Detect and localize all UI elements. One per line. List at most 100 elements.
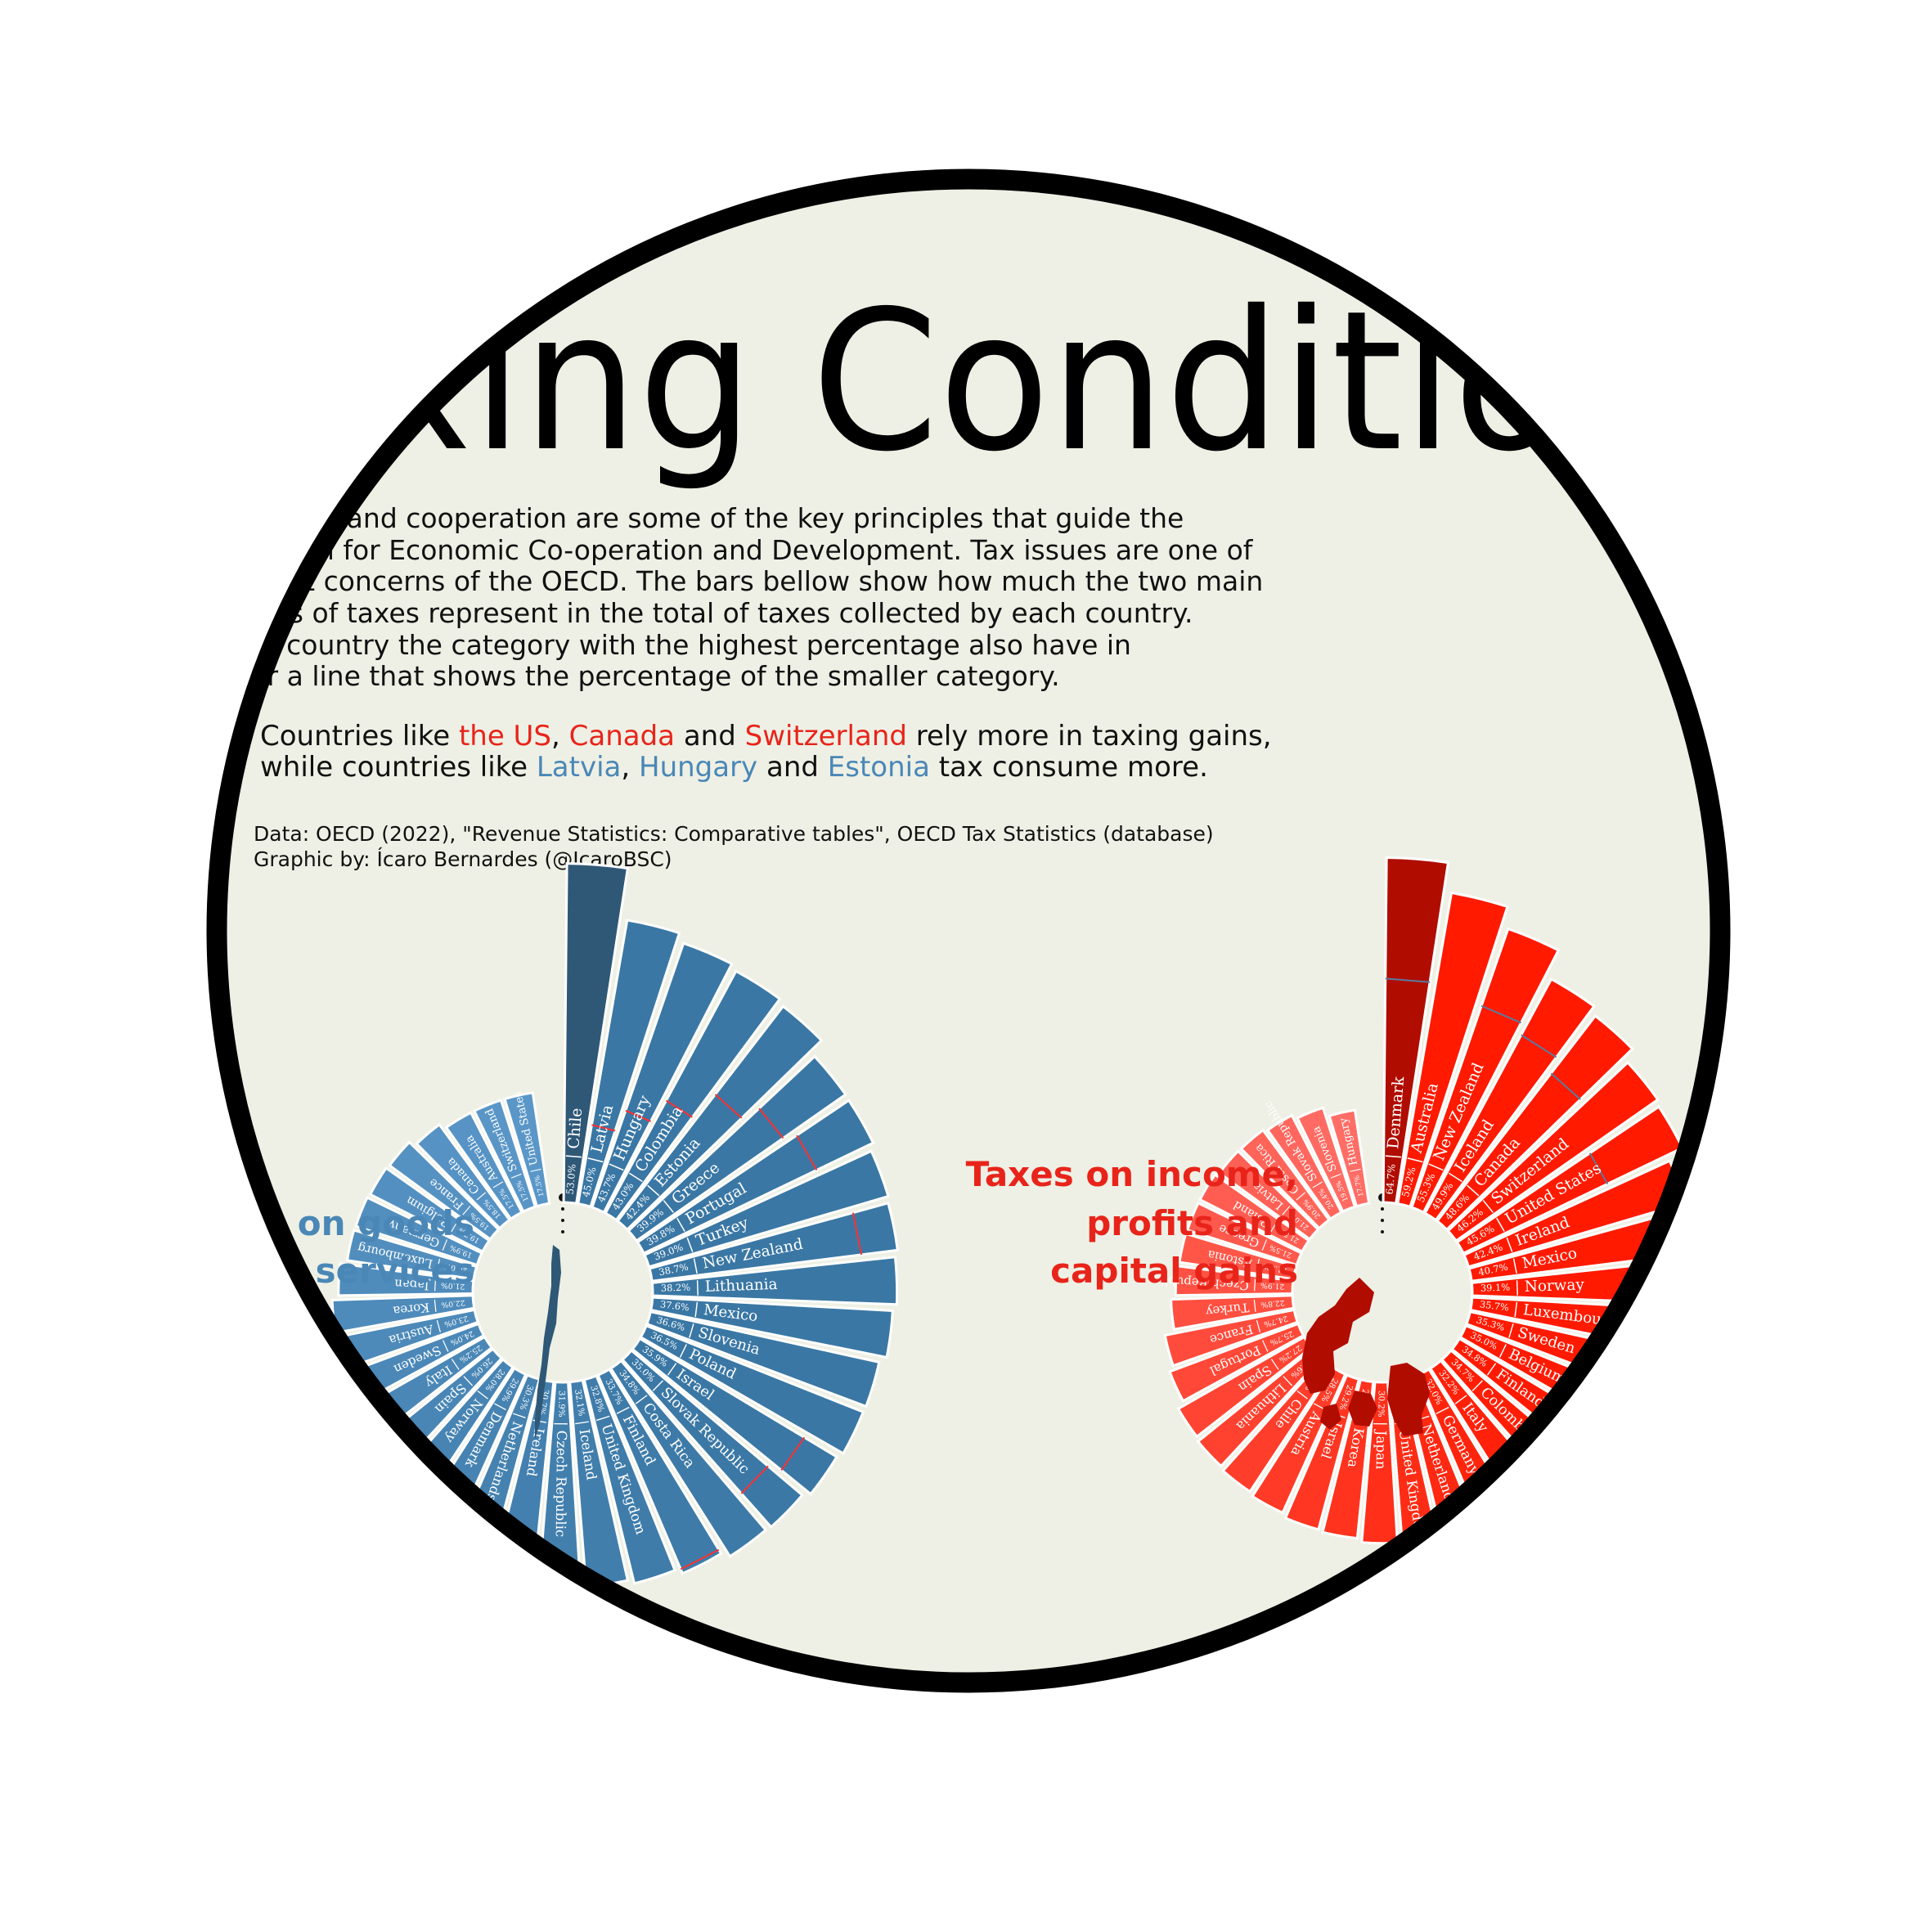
highlight-line-2: while countries like Latvia, Hungary and… — [260, 751, 1208, 784]
bar-value-label: 30.2% — [1376, 1391, 1386, 1418]
highlight-text: rely more in taxing gains, — [907, 720, 1272, 753]
highlight-text: and — [675, 720, 745, 753]
radial-bar — [582, 1374, 677, 1585]
radial-bar — [645, 1310, 881, 1409]
goods-services-title-line: and services — [231, 1251, 474, 1291]
bar-country-label: | Norway — [1510, 1276, 1585, 1296]
highlight-blue-country: Latvia — [537, 751, 622, 784]
radial-bar — [1265, 1113, 1343, 1221]
source-line: Data: OECD (2022), "Revenue Statistics: … — [254, 822, 1214, 846]
bar-country-label: | Japan — [1373, 1418, 1390, 1470]
bar-value-label: 39.1% — [1480, 1282, 1511, 1294]
radial-bar — [1170, 1294, 1296, 1331]
highlight-text: and — [757, 751, 828, 784]
bar-value-label: 21.9% — [1260, 1281, 1285, 1292]
comparison-marker — [851, 1212, 863, 1256]
page-title: Taxing Conditions — [171, 269, 1775, 494]
radial-bar — [1396, 891, 1509, 1209]
bar-value-label: 22.8% — [1260, 1298, 1286, 1310]
chart-leader-dot — [1381, 1230, 1384, 1233]
highlight-red-country: Switzerland — [745, 720, 907, 753]
radial-bar — [1296, 1106, 1357, 1214]
radial-bar — [1198, 1173, 1311, 1254]
comparison-marker — [1480, 1004, 1521, 1024]
highlight-paragraph: Countries like the US, Canada and Switze… — [260, 720, 1272, 784]
radial-bar — [415, 1122, 511, 1230]
radial-bar — [639, 1323, 865, 1455]
chart-leader-dot — [561, 1219, 564, 1222]
highlight-text: tax consume more. — [930, 751, 1208, 784]
radial-bar — [1446, 1060, 1660, 1243]
comparison-marker — [740, 1465, 769, 1494]
radial-bar — [1185, 1201, 1304, 1267]
radial-bar — [648, 1202, 899, 1283]
intro-line: For each country the category with the h… — [162, 629, 1131, 661]
radial-bar — [1410, 927, 1561, 1215]
radial-bar — [1174, 1265, 1295, 1297]
income-profits-title: Taxes on income, profits and capital gai… — [966, 1154, 1298, 1291]
chart-leader-dot — [561, 1207, 564, 1211]
radial-bar — [616, 1004, 824, 1232]
bar-value-label: 53.0% — [564, 1163, 578, 1194]
radial-bar — [620, 1348, 804, 1529]
bar-label: 53.0% | Chile — [561, 1108, 586, 1195]
highlight-text: while countries like — [260, 751, 537, 784]
highlight-red-country: Canada — [569, 720, 675, 753]
highlight-blue-country: Hungary — [639, 751, 757, 784]
source-credits: Data: OECD (2022), "Revenue Statistics: … — [254, 822, 1214, 871]
comparison-marker — [591, 1124, 616, 1132]
bar-value-label: 38.2% — [661, 1282, 691, 1294]
radial-bar — [562, 862, 630, 1205]
bar-label: 31.9% | Czech Republic — [553, 1391, 570, 1537]
radial-bar — [627, 1054, 847, 1243]
bar-label: 39.1% | Norway — [1480, 1276, 1585, 1296]
radial-bar — [1382, 856, 1450, 1205]
denmark-map-icon — [1302, 1278, 1430, 1436]
comparison-marker — [758, 1108, 784, 1139]
radial-bar — [650, 1256, 899, 1306]
comparison-marker — [665, 1099, 693, 1118]
income-profits-title-line: capital gains — [1050, 1251, 1298, 1291]
comparison-marker — [796, 1134, 818, 1171]
bar-value-label: 21.0% — [441, 1281, 465, 1292]
bar-value-label: 35.7% — [1479, 1299, 1509, 1313]
highlight-text: Countries like — [260, 720, 459, 753]
radial-bar — [368, 1166, 492, 1254]
chart-leader-dot — [1381, 1219, 1384, 1222]
comparison-marker — [625, 1109, 651, 1122]
intro-line: their bar a line that shows the percenta… — [162, 660, 1060, 692]
bar-country-label: | Lithuania — [690, 1276, 778, 1296]
radial-bar — [604, 969, 782, 1222]
bar-value-label: 31.9% — [556, 1391, 566, 1418]
intro-paragraph: Globalization and cooperation are some o… — [162, 502, 1263, 692]
bar-value-label: 22.0% — [441, 1298, 466, 1310]
intro-line: categories of taxes represent in the tot… — [162, 597, 1193, 629]
goods-services-title-line: Taxes on goods — [177, 1203, 474, 1243]
radial-bar — [354, 1196, 484, 1267]
radial-bar — [503, 1091, 551, 1208]
radial-bar — [1163, 1308, 1300, 1368]
radial-bar — [1436, 1013, 1634, 1232]
radial-bar — [591, 941, 734, 1215]
radial-bar — [631, 1337, 839, 1496]
income-profits-title-line: Taxes on income, — [966, 1154, 1298, 1194]
bar-value-label: 37.6% — [659, 1299, 690, 1313]
radial-bar — [1239, 1128, 1331, 1230]
comparison-marker — [714, 1094, 743, 1119]
radial-bar — [1328, 1108, 1371, 1208]
bar-label: 37.6% | Mexico — [659, 1296, 759, 1325]
bar-label: 30.2% | Japan — [1373, 1391, 1390, 1470]
radial-bar — [1217, 1149, 1320, 1242]
bar-label: 21.0% | Japan — [393, 1276, 465, 1294]
chart-leader-dot — [1381, 1207, 1384, 1211]
highlight-text: , — [551, 720, 569, 753]
comparison-marker — [1588, 1152, 1609, 1184]
radial-bar — [609, 1359, 768, 1558]
radial-bar — [345, 1229, 479, 1281]
radial-bar — [472, 1099, 537, 1214]
intro-line: Globalization and cooperation are some o… — [162, 502, 1184, 534]
radial-bar — [1251, 1366, 1347, 1515]
income-profits-title-line: profits and — [1086, 1203, 1298, 1243]
